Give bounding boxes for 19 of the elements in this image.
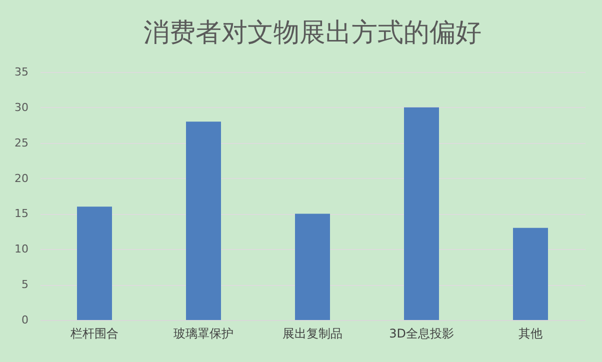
bar <box>186 122 221 320</box>
bar <box>77 206 112 320</box>
y-tick-label: 20 <box>14 172 28 185</box>
x-tick-label: 玻璃罩保护 <box>174 326 234 340</box>
y-tick-label: 25 <box>14 136 28 150</box>
y-tick-label: 30 <box>14 100 28 114</box>
x-tick-label: 3D全息投影 <box>389 326 454 340</box>
y-tick-label: 0 <box>22 314 28 326</box>
y-tick-label: 10 <box>14 242 28 256</box>
x-tick-label: 其他 <box>518 326 542 340</box>
y-tick-label: 15 <box>14 207 28 220</box>
bar <box>513 228 548 320</box>
y-tick-label: 5 <box>22 278 28 292</box>
bar <box>295 214 330 320</box>
y-tick-label: 35 <box>14 66 28 78</box>
x-tick-label: 展出复制品 <box>282 326 342 340</box>
x-tick-label: 栏杆围合 <box>70 326 118 340</box>
chart-title: 消费者对文物展出方式的偏好 <box>144 18 482 48</box>
bar <box>404 107 439 320</box>
